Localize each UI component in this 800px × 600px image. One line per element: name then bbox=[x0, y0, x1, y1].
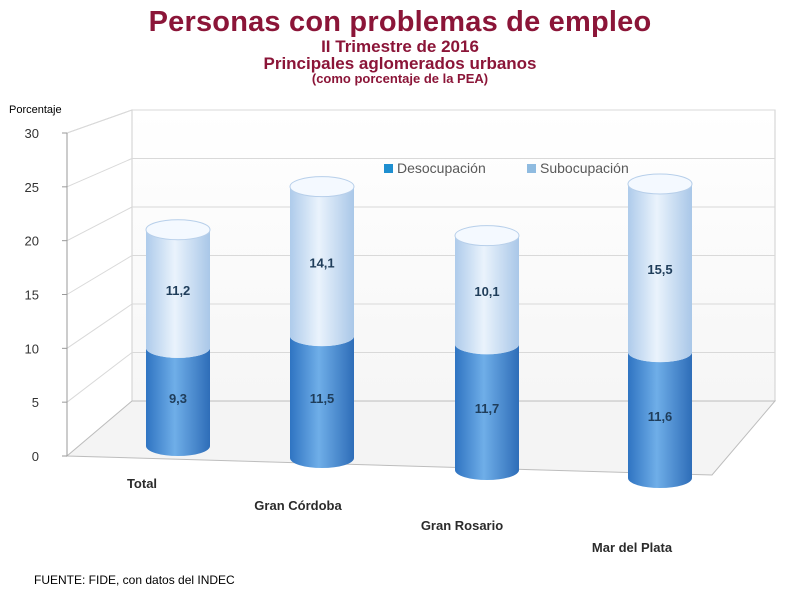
bar-series-group: 9,3 11,2 11,5 14,1 11,7 10,1 11,6 15,5 bbox=[145, 173, 693, 488]
legend-swatch bbox=[527, 164, 536, 173]
gridline-side bbox=[66, 158, 133, 188]
y-tick-label: 10 bbox=[25, 341, 39, 356]
x-category-label: Gran Córdoba bbox=[254, 498, 342, 513]
y-axis-title: Porcentaje bbox=[9, 104, 62, 116]
data-label-subocupacion: 11,2 bbox=[166, 283, 191, 298]
gridline-side bbox=[66, 352, 133, 403]
bar-segment-desocupacion bbox=[455, 344, 519, 480]
legend-swatch bbox=[384, 164, 393, 173]
legend-label: Desocupación bbox=[397, 160, 486, 176]
y-axis: 0 5 10 15 20 25 30 Porcentaje bbox=[9, 104, 68, 464]
x-category-label: Gran Rosario bbox=[421, 518, 503, 533]
data-label-desocupacion: 11,6 bbox=[648, 409, 673, 424]
chart-subtitle-scope: Principales aglomerados urbanos bbox=[263, 54, 537, 73]
data-label-desocupacion: 11,5 bbox=[310, 391, 335, 406]
y-tick-label: 0 bbox=[32, 449, 39, 464]
legend-label: Subocupación bbox=[540, 160, 629, 176]
data-label-subocupacion: 14,1 bbox=[309, 255, 334, 270]
bar-segment-subocupacion bbox=[628, 183, 692, 363]
data-label-desocupacion: 11,7 bbox=[475, 401, 500, 416]
y-tick-label: 5 bbox=[32, 395, 39, 410]
y-tick-label: 25 bbox=[25, 180, 39, 195]
bar-top-cap bbox=[289, 176, 355, 198]
gridline-side bbox=[66, 303, 133, 349]
chart-subtitle-unit: (como porcentaje de la PEA) bbox=[311, 71, 489, 86]
bar-top-cap bbox=[627, 173, 693, 195]
bar-segment-subocupacion bbox=[146, 229, 210, 358]
y-tick-label: 20 bbox=[25, 234, 39, 249]
y-tick-label: 15 bbox=[25, 288, 39, 303]
chart-subtitle-period: II Trimestre de 2016 bbox=[321, 37, 479, 56]
bar-stack: 11,7 10,1 bbox=[454, 225, 520, 480]
bar-segment-subocupacion bbox=[455, 235, 519, 355]
bar-segment-subocupacion bbox=[290, 186, 354, 347]
x-axis: Total Gran Córdoba Gran Rosario Mar del Pla… bbox=[127, 476, 673, 555]
chart-titles: Personas con problemas de empleo II Trim… bbox=[0, 6, 800, 86]
bar-segment-desocupacion bbox=[290, 336, 354, 468]
y-tick-label: 30 bbox=[25, 126, 39, 141]
bar-segment-desocupacion bbox=[146, 347, 210, 456]
bar-stack: 9,3 11,2 bbox=[145, 219, 211, 456]
side-wall bbox=[66, 109, 133, 458]
bar-stack: 11,5 14,1 bbox=[289, 176, 355, 468]
x-category-label: Mar del Plata bbox=[592, 540, 673, 555]
chart-legend: Desocupación Subocupación bbox=[384, 160, 629, 176]
chart-title: Personas con problemas de empleo bbox=[148, 6, 652, 38]
x-category-label: Total bbox=[127, 476, 157, 491]
gridline-side bbox=[66, 109, 133, 134]
bar-segment-desocupacion bbox=[628, 352, 692, 488]
data-label-subocupacion: 15,5 bbox=[647, 262, 672, 277]
bar-top-cap bbox=[145, 219, 211, 241]
bar-stack: 11,6 15,5 bbox=[627, 173, 693, 488]
data-label-desocupacion: 9,3 bbox=[169, 391, 187, 406]
bar-top-cap bbox=[454, 225, 520, 247]
data-label-subocupacion: 10,1 bbox=[474, 284, 499, 299]
gridline-side bbox=[66, 206, 133, 242]
gridline-side bbox=[66, 255, 133, 295]
source-note: FUENTE: FIDE, con datos del INDEC bbox=[34, 573, 235, 587]
